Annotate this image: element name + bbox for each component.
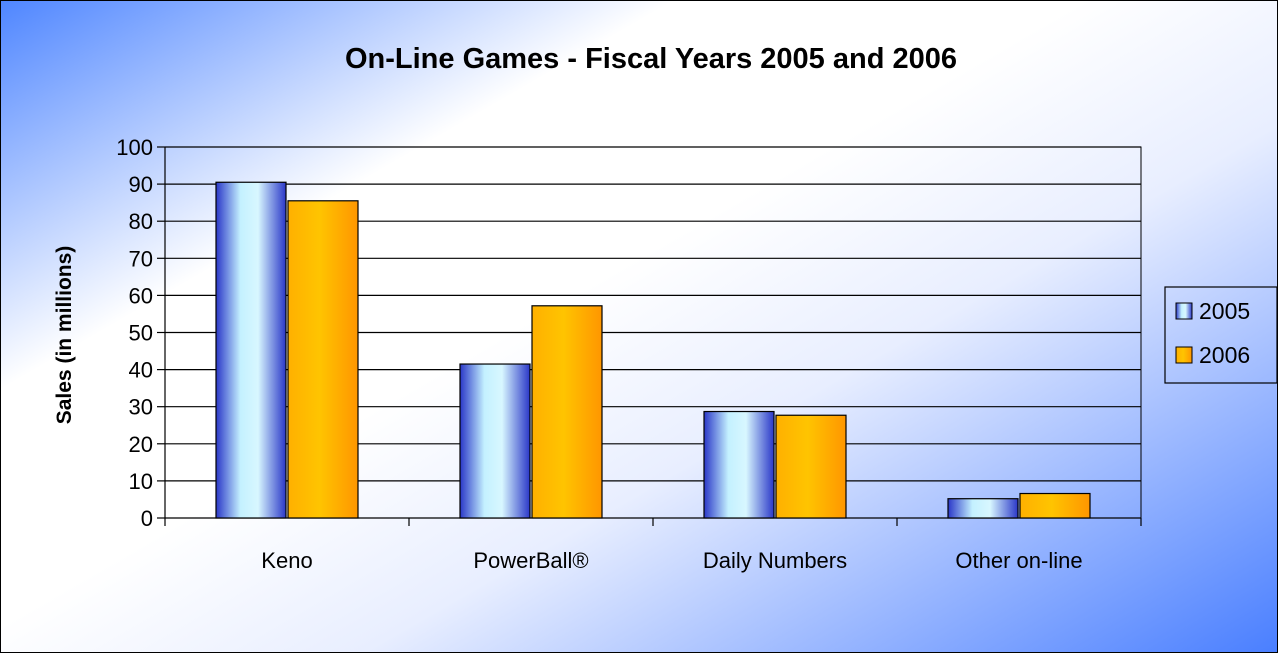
x-category-label: Keno [261,548,312,573]
bar-2006-0 [288,201,358,518]
bar-2005-3 [948,499,1018,518]
y-tick-label: 20 [129,432,153,457]
x-category-label: PowerBall® [473,548,588,573]
x-category-label: Other on-line [955,548,1082,573]
y-tick-label: 40 [129,358,153,383]
legend: 2005 2006 [1165,287,1277,383]
x-category-label: Daily Numbers [703,548,847,573]
bar-2005-0 [216,182,286,518]
y-axis-label: Sales (in millions) [53,246,76,425]
chart-title: On-Line Games - Fiscal Years 2005 and 20… [345,43,957,75]
y-tick-label: 0 [141,506,153,531]
bar-2005-2 [704,412,774,518]
y-tick-label: 10 [129,469,153,494]
y-tick-label: 90 [129,172,153,197]
legend-swatch-2005 [1176,303,1192,319]
y-tick-label: 70 [129,246,153,271]
y-tick-label: 100 [116,135,153,160]
y-tick-label: 60 [129,283,153,308]
legend-label: 2006 [1199,342,1250,368]
bar-2006-3 [1020,494,1090,518]
bar-2006-2 [776,415,846,518]
y-tick-label: 80 [129,209,153,234]
legend-label: 2005 [1199,298,1250,324]
plot-area: 0 10 20 30 40 50 60 70 80 90 100 Keno PowerBall® Dail… [116,135,1141,573]
y-tick-label: 30 [129,395,153,420]
y-tick-label: 50 [129,321,153,346]
bar-2005-1 [460,364,530,518]
legend-swatch-2006 [1176,347,1192,363]
bar-2006-1 [532,306,602,518]
